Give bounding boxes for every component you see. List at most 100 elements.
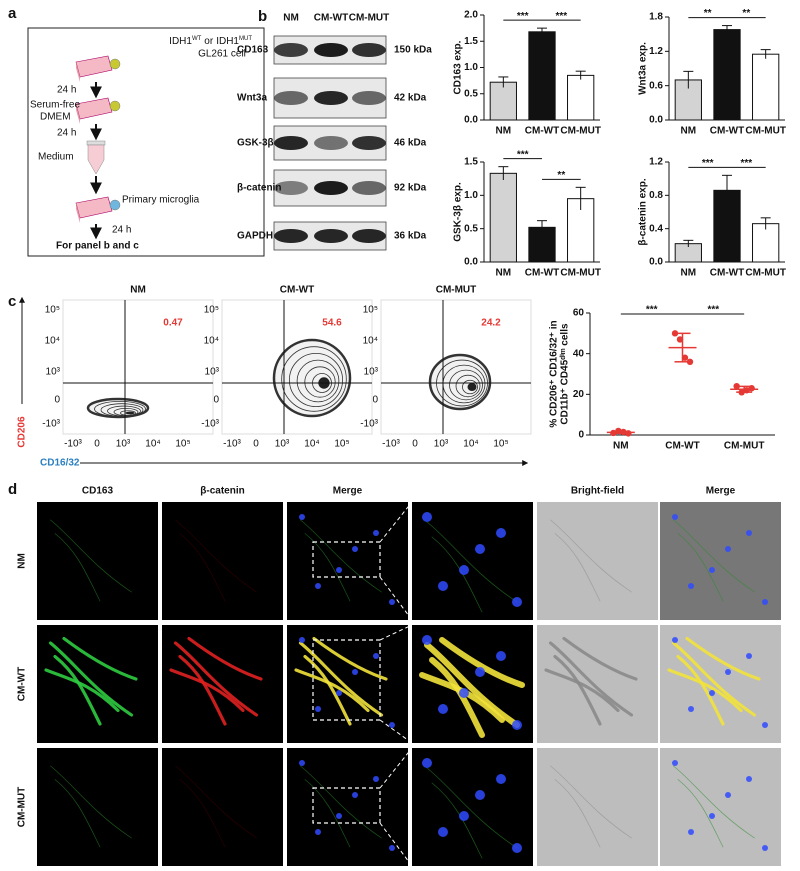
size-label: 150 kDa xyxy=(394,45,432,56)
nucleus xyxy=(746,653,752,659)
significance-label: *** xyxy=(707,305,719,316)
size-label: 42 kDa xyxy=(394,93,427,104)
x-tick-label: 10⁵ xyxy=(493,439,508,450)
y-tick-label: 10⁵ xyxy=(363,305,378,316)
nucleus xyxy=(762,599,768,605)
cell-process xyxy=(294,668,370,713)
column-header: Merge xyxy=(333,486,363,497)
nucleus xyxy=(672,514,678,520)
nucleus xyxy=(496,528,506,538)
protein-label: β-catenin xyxy=(237,183,281,194)
band xyxy=(352,91,386,105)
flask xyxy=(75,55,121,82)
nucleus xyxy=(512,720,522,730)
cell-process xyxy=(562,636,638,681)
nucleus xyxy=(709,690,715,696)
column-header: β-catenin xyxy=(200,486,244,497)
nucleus xyxy=(299,760,305,766)
y-tick-label: 1.2 xyxy=(649,46,663,57)
nucleus xyxy=(438,704,448,714)
y-tick-label: 0.5 xyxy=(464,223,478,234)
cell-line: IDH1WT or IDH1MUT xyxy=(169,36,252,47)
step-time: 24 h xyxy=(57,128,76,139)
zoom-box xyxy=(312,541,381,578)
y-tick-label: 60 xyxy=(573,308,585,319)
x-tick-label: -10³ xyxy=(382,439,400,450)
flow-plot xyxy=(221,299,373,435)
micrograph xyxy=(37,502,158,620)
zoom-line xyxy=(379,576,413,621)
micrograph xyxy=(412,748,533,866)
band xyxy=(314,43,348,57)
micrograph xyxy=(660,502,781,620)
significance-label: *** xyxy=(555,11,567,22)
nucleus xyxy=(438,827,448,837)
nucleus xyxy=(746,776,752,782)
x-tick-label: NM xyxy=(496,268,512,279)
row-label: CM-WT xyxy=(17,667,28,701)
quadrant-percent: 54.6 xyxy=(322,318,342,329)
x-tick-label: CM-WT xyxy=(710,268,744,279)
cell-process xyxy=(173,641,259,717)
or: or xyxy=(204,36,214,47)
y-tick-label: 10⁴ xyxy=(45,336,60,347)
y-axis-label: CD163 exp. xyxy=(453,40,464,94)
bar xyxy=(567,74,595,121)
x-tick-label: CM-WT xyxy=(710,126,744,137)
protein-label: GSK-3β xyxy=(237,138,274,149)
y-tick-label: 2.0 xyxy=(464,10,478,21)
blot-row xyxy=(273,35,387,65)
nucleus xyxy=(438,581,448,591)
y-tick-label: 10⁴ xyxy=(204,336,219,347)
contour xyxy=(304,366,336,398)
size-label: 92 kDa xyxy=(394,183,427,194)
tube xyxy=(86,140,106,175)
nucleus xyxy=(336,813,342,819)
nucleus xyxy=(336,690,342,696)
y-tick-label: 0.0 xyxy=(649,115,663,126)
x-tick-label: 10³ xyxy=(116,439,131,450)
flask xyxy=(75,196,121,223)
nucleus xyxy=(688,829,694,835)
cell-process xyxy=(50,765,132,839)
micrograph xyxy=(287,624,413,744)
nucleus xyxy=(512,843,522,853)
cell-process xyxy=(548,641,634,717)
y-tick-label: 10³ xyxy=(46,367,61,378)
band xyxy=(274,181,308,195)
contour xyxy=(428,353,492,411)
zoom-line xyxy=(379,624,413,641)
contour xyxy=(120,410,136,416)
y-tick-label: 1.5 xyxy=(464,157,478,168)
x-tick-label: CM-WT xyxy=(525,268,559,279)
cell-process xyxy=(50,519,132,593)
nucleus xyxy=(512,597,522,607)
contour xyxy=(281,346,347,412)
nucleus xyxy=(299,514,305,520)
y-axis-label: GSK-3β exp. xyxy=(453,182,464,242)
significance-label: ** xyxy=(704,8,712,19)
image-frame xyxy=(287,502,408,620)
cell-process xyxy=(303,654,352,726)
micrograph xyxy=(162,748,283,866)
contour xyxy=(455,374,481,398)
cell-process xyxy=(175,765,257,839)
image-frame xyxy=(162,748,283,866)
blot-row xyxy=(273,77,387,119)
micrograph xyxy=(412,625,533,743)
zoom-line xyxy=(379,822,413,867)
nucleus xyxy=(389,722,395,728)
medium: Medium xyxy=(38,152,74,163)
quadrant-percent: 0.47 xyxy=(163,318,183,329)
cell-process xyxy=(169,668,245,713)
cell-process xyxy=(54,533,101,602)
image-frame xyxy=(287,748,408,866)
nucleus xyxy=(389,599,395,605)
column-header: Bright-field xyxy=(571,486,624,497)
x-tick-label: NM xyxy=(681,268,697,279)
cell-process xyxy=(673,765,755,839)
band xyxy=(352,229,386,243)
y-tick-label: 0.6 xyxy=(649,80,663,91)
blot-row xyxy=(273,221,387,251)
micrograph xyxy=(162,502,283,620)
